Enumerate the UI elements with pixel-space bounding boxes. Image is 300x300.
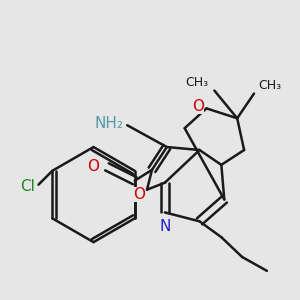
Text: NH₂: NH₂ xyxy=(94,116,123,131)
Text: N: N xyxy=(159,219,170,234)
Text: O: O xyxy=(193,99,205,114)
Text: CH₃: CH₃ xyxy=(258,79,281,92)
Text: O: O xyxy=(87,159,99,174)
Text: Cl: Cl xyxy=(20,179,34,194)
Text: O: O xyxy=(133,187,145,202)
Text: CH₃: CH₃ xyxy=(185,76,208,88)
